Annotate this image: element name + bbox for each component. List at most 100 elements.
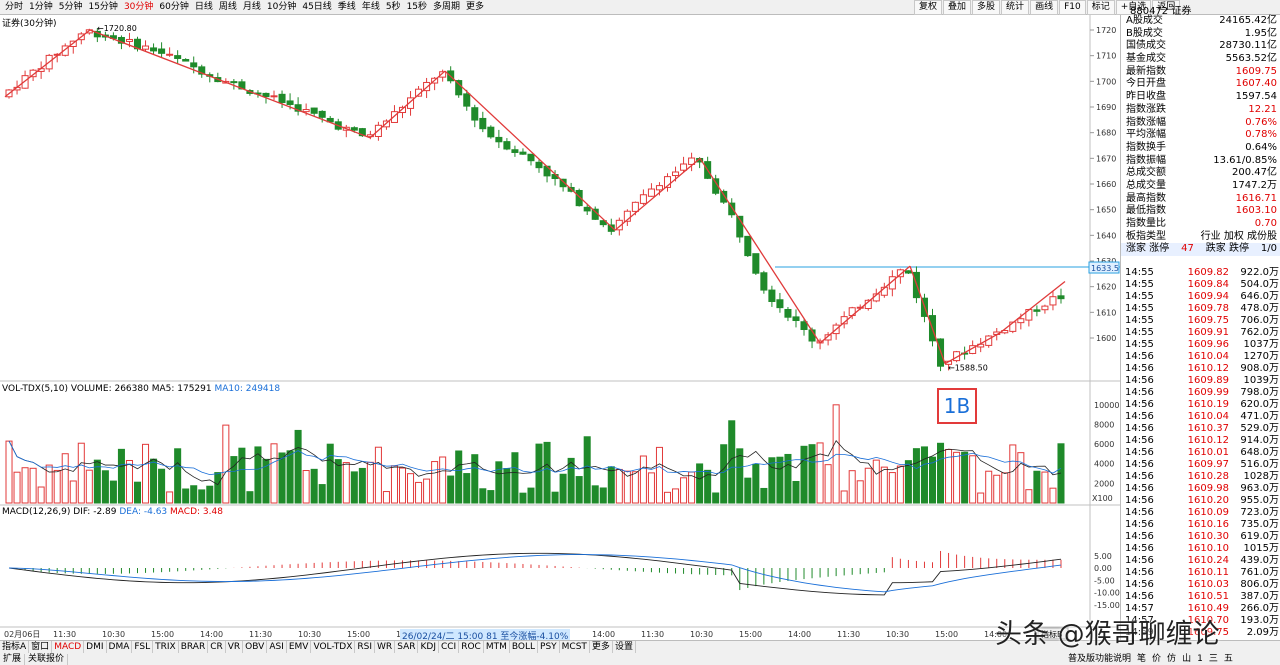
- candle-body: [278, 93, 286, 104]
- tick-price: 1609.91: [1187, 327, 1229, 338]
- indicator-tab-13[interactable]: VOL-TDX: [311, 641, 356, 653]
- trend-stroke[interactable]: [614, 157, 701, 231]
- volume-bar: [439, 456, 447, 504]
- status-item-5[interactable]: 1: [1197, 654, 1203, 664]
- indicator-tab-6[interactable]: TRIX: [153, 641, 179, 653]
- period-tab-8[interactable]: 月线: [242, 2, 261, 12]
- trend-stroke[interactable]: [444, 70, 616, 231]
- indicator-tab-5[interactable]: FSL: [132, 641, 154, 653]
- tool-button-2[interactable]: 多股: [972, 0, 1001, 15]
- status-item-3[interactable]: 仿: [1167, 654, 1177, 664]
- info-key: 指数涨幅: [1126, 116, 1166, 128]
- chart-area[interactable]: 1720 1710 1700 1690 1680 1670 1660 1650 1640 1630…: [0, 15, 1120, 642]
- trend-stroke[interactable]: [89, 29, 371, 139]
- period-tab-13[interactable]: 5秒: [385, 2, 401, 12]
- indicator-tab-9[interactable]: VR: [226, 641, 244, 653]
- period-tab-0[interactable]: 分时: [5, 2, 24, 12]
- indicator-tab-2[interactable]: MACD: [52, 641, 85, 653]
- volume-bar: [575, 476, 583, 504]
- chart-canvas[interactable]: 1720 1710 1700 1690 1680 1670 1660 1650 1640 1630…: [0, 15, 1120, 640]
- indicator-tab-16[interactable]: SAR: [395, 641, 419, 653]
- indicator-tab-17[interactable]: KDJ: [418, 641, 439, 653]
- period-tab-3[interactable]: 15分钟: [88, 2, 118, 12]
- period-tab-6[interactable]: 日线: [194, 2, 213, 12]
- trend-stroke[interactable]: [909, 265, 946, 364]
- period-tab-2[interactable]: 5分钟: [58, 2, 83, 12]
- status-item-7[interactable]: 五: [1223, 654, 1233, 664]
- indicator-tab-1[interactable]: 窗口: [29, 641, 53, 653]
- tool-button-4[interactable]: 画线: [1030, 0, 1059, 15]
- trend-stroke[interactable]: [369, 70, 446, 139]
- period-tab-12[interactable]: 年线: [361, 2, 380, 12]
- tick-price: 1610.51: [1187, 591, 1229, 602]
- indicator-tab-21[interactable]: BOLL: [510, 641, 539, 653]
- indicator-tab-4[interactable]: DMA: [107, 641, 133, 653]
- trend-stroke[interactable]: [819, 265, 911, 344]
- indicator-tab-0[interactable]: 指标A: [0, 641, 30, 653]
- period-tab-14[interactable]: 15秒: [406, 2, 428, 12]
- status-item-4[interactable]: 山: [1182, 654, 1192, 664]
- tool-button-6[interactable]: 标记: [1086, 0, 1115, 15]
- indicator-tab-22[interactable]: PSY: [538, 641, 560, 653]
- status-item-6[interactable]: 三: [1208, 654, 1218, 664]
- trend-stroke[interactable]: [699, 157, 821, 344]
- period-tab-15[interactable]: 多周期: [433, 2, 461, 12]
- indicator-tab-23[interactable]: MCST: [560, 641, 590, 653]
- indicator-tab-20[interactable]: MTM: [484, 641, 510, 653]
- indicator-tab-24[interactable]: 更多: [590, 641, 613, 653]
- board-type-value[interactable]: 行业 加权 成份股: [1200, 230, 1277, 242]
- volume-bar: [21, 467, 29, 504]
- candle-body: [784, 308, 792, 318]
- sub-tab-0[interactable]: 扩展: [0, 654, 26, 665]
- time-axis-label: 15:00: [347, 630, 370, 639]
- tick-price: 1609.84: [1187, 279, 1229, 290]
- trend-stroke[interactable]: [999, 281, 1066, 334]
- tick-list[interactable]: 14:55 1609.82 922.0万 14:55 1609.84 504.0万 14:5…: [1121, 267, 1280, 639]
- tool-button-5[interactable]: F10: [1059, 0, 1086, 15]
- indicator-tab-18[interactable]: CCI: [439, 641, 460, 653]
- indicator-tab-15[interactable]: WR: [375, 641, 396, 653]
- tool-button-3[interactable]: 统计: [1001, 0, 1030, 15]
- volume-bar: [840, 490, 848, 504]
- indicator-tab-12[interactable]: EMV: [287, 641, 312, 653]
- tick-volume: 761.0万: [1240, 567, 1279, 578]
- main-panel-label: 证券(30分钟): [2, 19, 57, 29]
- price-axis-label: 1690: [1096, 103, 1116, 112]
- indicator-b-button[interactable]: [1037, 627, 1069, 640]
- indicator-tab-7[interactable]: BRAR: [179, 641, 209, 653]
- period-tab-7[interactable]: 周线: [218, 2, 237, 12]
- period-tab-5[interactable]: 60分钟: [159, 2, 189, 12]
- volume-unit: X100: [1092, 494, 1113, 503]
- indicator-b-label: 指标B: [1041, 629, 1063, 639]
- period-tab-16[interactable]: 更多: [466, 2, 485, 12]
- tool-button-7[interactable]: +自选: [1115, 0, 1152, 15]
- indicator-tab-14[interactable]: RSI: [355, 641, 376, 653]
- indicator-tab-11[interactable]: ASI: [267, 641, 287, 653]
- indicator-tab-25[interactable]: 设置: [613, 641, 636, 653]
- volume-bar: [198, 489, 206, 504]
- tick-price: 1610.70: [1187, 615, 1229, 626]
- period-tab-10[interactable]: 45日线: [302, 2, 332, 12]
- volume-bar: [896, 465, 904, 504]
- tool-button-8[interactable]: 返回: [1152, 0, 1181, 15]
- candle-body: [487, 126, 495, 138]
- indicator-tab-19[interactable]: ROC: [459, 641, 484, 653]
- period-tab-9[interactable]: 10分钟: [266, 2, 297, 12]
- tick-time: 14:56: [1125, 579, 1154, 590]
- tool-button-0[interactable]: 复权: [914, 0, 943, 15]
- indicator-tab-8[interactable]: CR: [208, 641, 226, 653]
- indicator-tab-3[interactable]: DMI: [84, 641, 107, 653]
- volume-bar: [583, 436, 591, 504]
- period-tab-11[interactable]: 季线: [337, 2, 356, 12]
- indicator-tab-10[interactable]: OBV: [243, 641, 268, 653]
- period-tab-4[interactable]: 30分钟: [123, 2, 154, 12]
- trend-stroke[interactable]: [944, 332, 1001, 365]
- status-item-0[interactable]: 普及版功能说明: [1068, 654, 1132, 664]
- sub-tab-1[interactable]: 关联报价: [25, 654, 69, 665]
- tool-button-1[interactable]: 叠加: [943, 0, 972, 15]
- period-tab-1[interactable]: 1分钟: [29, 2, 53, 12]
- trend-stroke[interactable]: [4, 29, 91, 98]
- status-item-2[interactable]: 价: [1152, 654, 1162, 664]
- updown-right-label: 跌家 跌停: [1205, 243, 1249, 255]
- status-item-1[interactable]: 笔: [1137, 654, 1147, 664]
